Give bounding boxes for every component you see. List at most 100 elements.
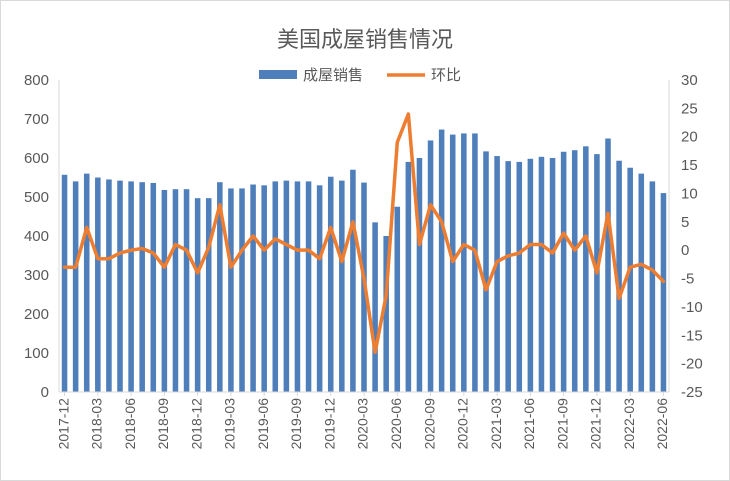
bar xyxy=(616,160,622,392)
bar xyxy=(294,181,301,392)
right-tick-label: 25 xyxy=(681,100,698,117)
bar xyxy=(394,206,401,392)
x-tick-label: 2018-09 xyxy=(155,398,171,450)
bar xyxy=(627,167,633,392)
x-tick-label: 2022-03 xyxy=(621,398,637,450)
right-tick-label: 5 xyxy=(681,214,689,231)
left-tick-label: 700 xyxy=(24,111,49,128)
legend: 成屋销售 环比 xyxy=(259,66,461,84)
bar xyxy=(405,161,412,392)
x-tick-label: 2019-06 xyxy=(255,398,271,450)
left-tick-label: 500 xyxy=(24,189,49,206)
bar xyxy=(438,129,445,392)
bar xyxy=(139,182,145,392)
bar xyxy=(261,185,267,392)
mom-line xyxy=(62,112,666,355)
left-tick-label: 600 xyxy=(24,150,49,167)
bar xyxy=(61,174,68,392)
bar xyxy=(516,161,523,392)
x-tick-label: 2020-03 xyxy=(355,398,371,450)
x-tick-label: 2018-12 xyxy=(188,398,204,450)
bar xyxy=(83,173,90,392)
bar xyxy=(272,181,279,392)
right-tick-label: -25 xyxy=(681,384,703,401)
x-tick-label: 2021-09 xyxy=(554,398,570,450)
x-tick-label: 2019-09 xyxy=(288,398,304,450)
bar-series xyxy=(61,129,667,392)
bar xyxy=(95,177,101,392)
bar xyxy=(483,151,489,392)
bar xyxy=(239,188,245,392)
bar xyxy=(106,179,112,392)
x-tick-label: 2018-03 xyxy=(89,398,105,450)
left-tick-label: 200 xyxy=(24,306,49,323)
x-tick-label: 2020-12 xyxy=(455,398,471,450)
bar xyxy=(449,134,456,392)
bar xyxy=(305,181,312,392)
bar xyxy=(150,182,157,392)
chart-title: 美国成屋销售情况 xyxy=(277,28,453,53)
bar xyxy=(161,189,168,392)
bar xyxy=(660,193,667,392)
legend-label-line: 环比 xyxy=(431,66,461,84)
legend-label-bar: 成屋销售 xyxy=(303,66,363,84)
bar xyxy=(250,184,256,392)
bar xyxy=(372,222,378,392)
right-tick-label: 0 xyxy=(681,242,689,259)
bar xyxy=(571,150,578,392)
right-axis-ticks: -25 -20 -15 -10 -5 0 5 10 15 20 25 30 xyxy=(681,72,703,401)
bar xyxy=(217,182,223,392)
bar xyxy=(638,173,645,392)
bar xyxy=(605,138,611,392)
bar xyxy=(350,169,356,392)
bar xyxy=(194,198,201,392)
x-tick-label: 2022-06 xyxy=(654,398,670,450)
bar xyxy=(427,140,434,392)
left-tick-label: 300 xyxy=(24,267,49,284)
x-tick-label: 2021-03 xyxy=(488,398,504,450)
x-tick-label: 2021-06 xyxy=(521,398,537,450)
line-series xyxy=(62,112,666,355)
bar xyxy=(283,180,290,392)
bar xyxy=(583,146,589,392)
bar xyxy=(527,158,534,392)
right-tick-label: 20 xyxy=(681,129,698,146)
bar xyxy=(339,180,345,392)
left-tick-label: 100 xyxy=(24,345,49,362)
x-tick-label: 2021-12 xyxy=(588,398,604,450)
x-axis-ticks: 2017-12 2018-03 2018-06 2018-09 2018-12 2019-… xyxy=(55,392,670,449)
left-tick-label: 800 xyxy=(24,72,49,89)
right-tick-label: -5 xyxy=(681,271,694,288)
bar xyxy=(183,189,190,392)
bar xyxy=(494,156,500,392)
bar xyxy=(505,161,511,392)
right-tick-label: 15 xyxy=(681,157,698,174)
x-tick-label: 2019-12 xyxy=(321,398,337,450)
bar xyxy=(327,176,334,392)
bar xyxy=(560,151,567,392)
x-tick-label: 2020-06 xyxy=(388,398,404,450)
right-tick-label: 30 xyxy=(681,72,698,89)
bar xyxy=(72,181,79,392)
right-tick-label: -10 xyxy=(681,299,703,316)
bar xyxy=(205,198,212,392)
right-tick-label: 10 xyxy=(681,185,698,202)
legend-swatch-bar xyxy=(259,70,297,79)
bar xyxy=(316,185,323,392)
bar xyxy=(538,156,545,392)
bar xyxy=(472,133,478,392)
bar xyxy=(461,133,467,392)
x-tick-label: 2018-06 xyxy=(122,398,138,450)
left-tick-label: 0 xyxy=(41,384,49,401)
right-tick-label: -20 xyxy=(681,356,703,373)
right-tick-label: -15 xyxy=(681,327,703,344)
left-tick-label: 400 xyxy=(24,228,49,245)
x-tick-label: 2017-12 xyxy=(55,398,71,450)
left-axis-ticks: 0 100 200 300 400 500 600 700 800 xyxy=(24,72,49,401)
bar xyxy=(549,158,556,392)
bar xyxy=(128,181,134,392)
bar xyxy=(172,189,179,392)
bar xyxy=(383,236,389,392)
